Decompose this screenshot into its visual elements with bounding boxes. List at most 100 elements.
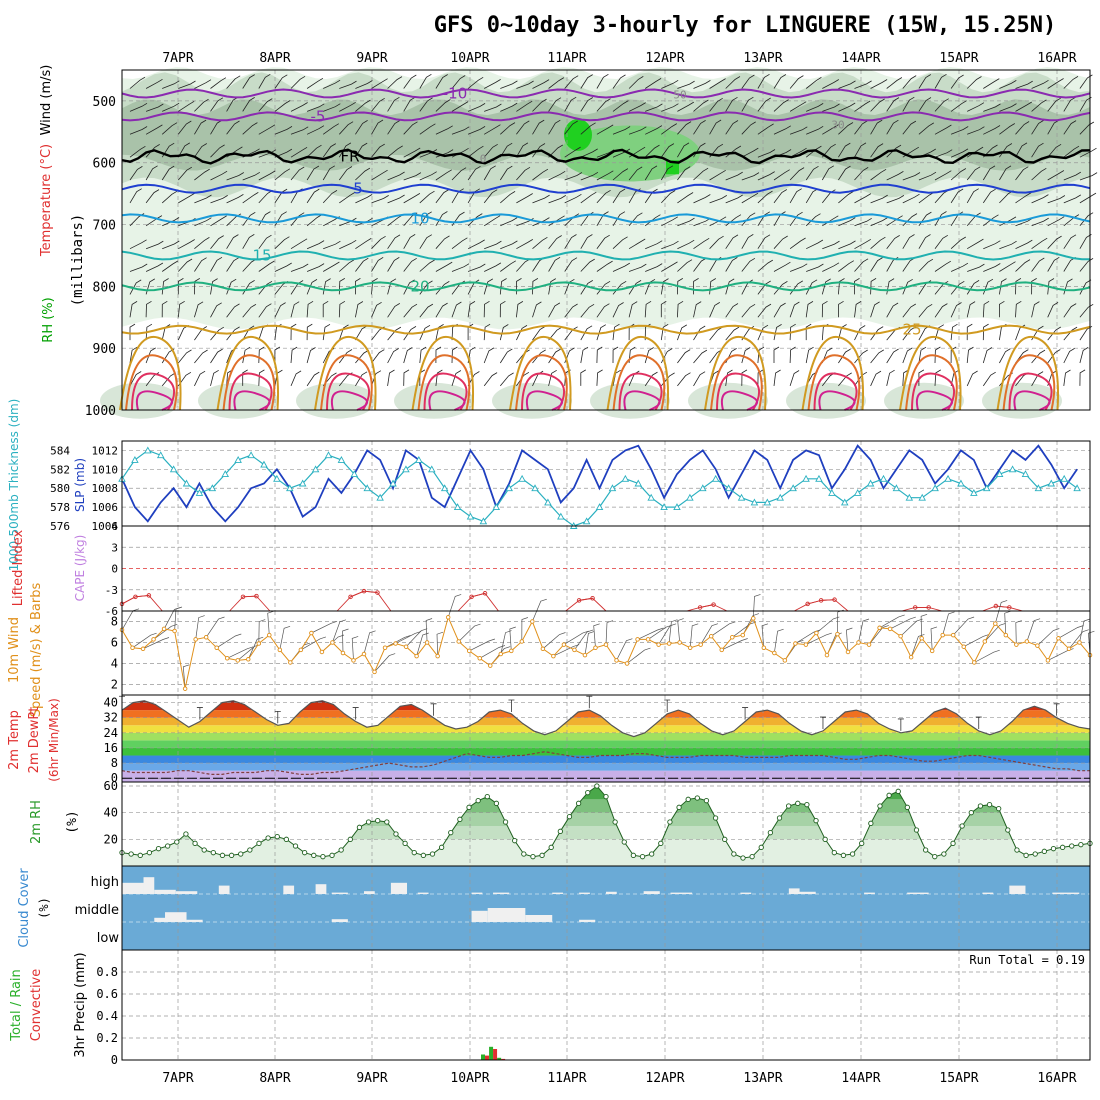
wind10-barb <box>658 623 677 645</box>
rh-marker <box>448 830 454 836</box>
thickness-marker <box>363 484 371 492</box>
thickness-tick: 578 <box>50 501 70 514</box>
rh-marker <box>201 847 207 853</box>
wind-barb <box>500 260 517 272</box>
wind-barb <box>435 189 450 204</box>
wind-barb <box>371 78 388 89</box>
surface-temp-contour <box>899 335 962 411</box>
wind-barb <box>661 79 679 89</box>
rh-marker <box>393 831 399 837</box>
wind-barb <box>177 278 184 295</box>
li-line <box>484 593 499 612</box>
wind-barb <box>290 346 298 364</box>
wind-barb <box>1063 76 1079 89</box>
wind-barb <box>709 195 728 204</box>
wind-barb <box>290 126 309 135</box>
li-line <box>1009 607 1023 612</box>
wind10-barb <box>1037 628 1060 646</box>
wind-barb <box>306 347 316 364</box>
wind-barb <box>451 301 462 318</box>
cloud-bar <box>487 908 526 922</box>
surface-temp-contour <box>125 354 178 411</box>
wind-barb <box>757 149 776 158</box>
wind-barb <box>902 96 915 112</box>
wind-barb <box>129 371 142 387</box>
wind-barb <box>741 192 759 204</box>
wind-barb <box>129 346 138 364</box>
wind-barb <box>741 303 756 318</box>
wind10-marker <box>708 633 714 639</box>
wind-barb <box>483 323 491 341</box>
surface-temp-contour <box>905 354 958 411</box>
wind-barb <box>178 193 195 204</box>
wind-barb <box>950 236 967 249</box>
wind-barb <box>1031 257 1045 272</box>
rh-marker <box>1059 844 1066 850</box>
wind-barb <box>1063 369 1071 386</box>
contour-label: 25 <box>902 321 921 339</box>
wind-barb <box>484 262 502 272</box>
wind-barb <box>822 124 839 135</box>
date-tick-bottom: 7APR <box>162 1071 193 1086</box>
wind-barb <box>467 76 484 89</box>
pressure-tick: 800 <box>93 280 116 295</box>
wind-barb <box>870 98 885 112</box>
cloud-bar <box>552 892 563 894</box>
wind-barb <box>177 120 192 135</box>
rh-marker <box>256 840 262 846</box>
wind10-barb <box>425 618 433 643</box>
wind-barb <box>355 257 369 272</box>
wind10-marker <box>835 631 840 637</box>
rh-marker <box>703 798 710 804</box>
wind-barb <box>677 372 691 387</box>
wind10-barb <box>605 620 614 645</box>
date-tick-top: 13APR <box>743 51 782 66</box>
wind-barb <box>161 122 178 135</box>
cloud-bar <box>390 882 408 894</box>
wind10-barb <box>805 632 832 645</box>
wind-barb <box>596 98 611 112</box>
wind-barb <box>950 262 969 272</box>
wind-barb <box>709 78 726 89</box>
dewpt-line <box>121 751 1090 775</box>
wind-barb <box>805 301 814 318</box>
wind-barb <box>467 239 485 250</box>
wind-barb <box>483 165 496 181</box>
wind-barb <box>403 172 422 181</box>
wind10-barb <box>721 638 748 651</box>
wind-barb <box>982 347 993 364</box>
wind-barb <box>806 103 824 112</box>
wind-barb <box>677 239 695 250</box>
date-tick-top: 16APR <box>1037 51 1076 66</box>
temp-tick: 40 <box>104 696 118 710</box>
rh-band <box>122 812 1090 826</box>
wind10-marker <box>414 653 419 659</box>
wind-barb <box>419 346 427 364</box>
precip-total-bar <box>497 1057 502 1060</box>
wind-barb <box>467 126 486 135</box>
wind-barb <box>870 194 888 204</box>
thickness-marker <box>931 484 939 492</box>
li-line <box>807 599 822 605</box>
wind-barb <box>789 126 808 135</box>
rh-marker <box>274 834 280 840</box>
cloud-bar <box>417 892 429 894</box>
wind-barb <box>596 73 609 89</box>
rh-marker <box>722 836 728 842</box>
rh-marker <box>429 851 436 857</box>
wind10-marker <box>1003 632 1009 638</box>
wind-barb <box>322 190 338 204</box>
precip-total-bar <box>481 1054 485 1060</box>
temp-band <box>122 755 1090 764</box>
wind-barb <box>999 123 1016 135</box>
wind-barb <box>387 96 400 112</box>
wind-barb <box>661 240 679 250</box>
wind-barb <box>773 189 788 204</box>
thickness-marker <box>311 465 320 473</box>
wind-barb <box>226 234 239 249</box>
wind-barb <box>194 349 208 364</box>
wind-barb <box>290 238 308 250</box>
wind10-marker <box>666 641 672 646</box>
surface-temp-contour <box>710 354 763 411</box>
thickness-marker <box>1047 479 1056 487</box>
